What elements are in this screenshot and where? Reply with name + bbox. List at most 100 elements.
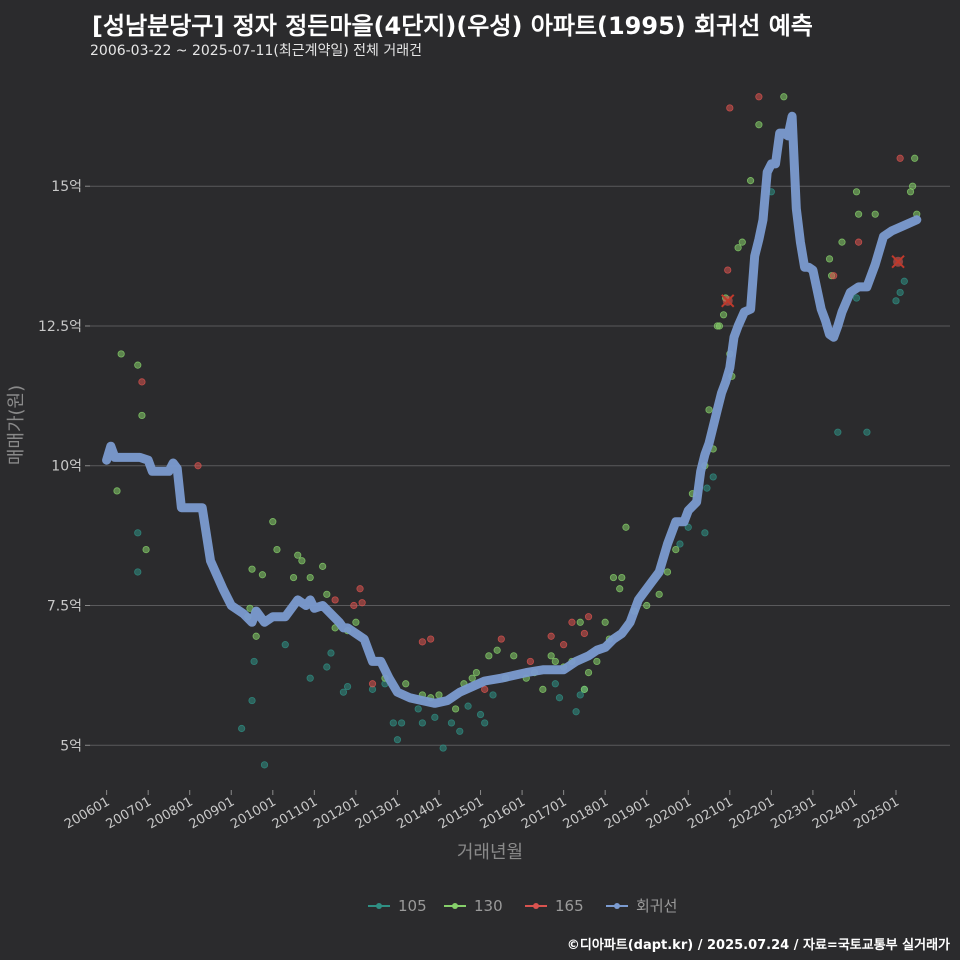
regression-line	[102, 111, 922, 708]
x-tick-label: 201101	[270, 794, 320, 832]
data-point-130	[663, 568, 672, 576]
data-point-105	[343, 682, 352, 691]
data-point-105	[323, 663, 331, 671]
data-point-130	[468, 674, 476, 682]
data-point-105	[418, 719, 426, 727]
data-point-130	[871, 210, 879, 218]
data-point-105	[852, 294, 861, 302]
legend-label: 105	[398, 897, 427, 915]
data-point-105	[684, 523, 692, 531]
prediction-marker-stroke	[721, 294, 735, 308]
data-point-130	[746, 177, 755, 185]
data-point-105	[439, 744, 447, 752]
data-point-130	[616, 585, 624, 593]
data-point-130	[584, 668, 593, 677]
data-point-130	[258, 571, 267, 579]
data-point-165	[138, 378, 146, 386]
prediction-marker-stroke	[891, 254, 905, 269]
x-tick-label: 200601	[62, 794, 112, 832]
x-axis-title: 거래년월	[457, 842, 523, 863]
x-tick-label: 201201	[311, 794, 361, 832]
data-point-130	[493, 646, 501, 654]
prediction-marker	[891, 254, 905, 269]
data-point-130	[138, 411, 146, 420]
data-point-105	[238, 724, 246, 733]
x-tick-label: 202101	[685, 794, 735, 832]
data-point-105	[134, 568, 142, 576]
x-tick-label: 201601	[478, 794, 528, 832]
data-point-105	[676, 540, 684, 548]
data-point-130	[547, 652, 555, 660]
data-point-105	[306, 674, 314, 682]
data-point-130	[485, 652, 493, 660]
x-tick-label: 201001	[228, 794, 278, 832]
data-point-165	[726, 104, 734, 112]
data-point-130	[672, 546, 680, 554]
data-point-130	[402, 680, 410, 688]
data-point-130	[306, 573, 314, 582]
data-point-130	[273, 546, 281, 554]
data-point-130	[289, 573, 298, 582]
data-point-165	[724, 266, 732, 274]
y-tick-label: 7.5억	[47, 599, 82, 615]
data-point-105	[339, 688, 348, 696]
data-point-105	[476, 710, 485, 719]
data-point-130	[117, 350, 125, 358]
data-point-130	[319, 562, 327, 570]
prediction-marker	[721, 294, 735, 308]
data-point-165	[560, 641, 568, 649]
data-point-165	[331, 596, 339, 604]
x-tick-label: 202401	[810, 794, 860, 832]
data-point-130	[294, 551, 302, 559]
data-point-130	[734, 244, 742, 252]
x-tick-label: 201901	[602, 794, 652, 832]
x-tick-label: 201301	[353, 794, 403, 832]
data-point-105	[414, 705, 422, 713]
data-point-130	[601, 618, 609, 626]
data-point-130	[593, 657, 601, 666]
data-point-130	[576, 618, 584, 626]
data-point-105	[834, 428, 842, 436]
x-tick-label: 201801	[561, 794, 611, 832]
data-point-105	[260, 761, 269, 769]
x-tick-label: 202301	[768, 794, 818, 832]
data-point-105	[431, 713, 439, 721]
legend-label: 회귀선	[636, 897, 677, 915]
data-point-165	[854, 238, 863, 246]
data-point-130	[838, 238, 846, 246]
data-point-130	[551, 657, 559, 666]
data-point-130	[618, 573, 626, 582]
data-point-105	[892, 297, 900, 305]
data-point-130	[472, 668, 480, 677]
data-point-130	[622, 523, 630, 531]
data-point-165	[481, 685, 489, 693]
data-point-130	[142, 546, 150, 554]
source-caption: ©디아파트(dapt.kr) / 2025.07.24 / 자료=국토교통부 실…	[566, 938, 950, 953]
data-point-105	[481, 719, 489, 727]
data-point-105	[572, 708, 580, 716]
data-point-105	[248, 696, 256, 705]
legend-swatch-dot	[614, 903, 620, 909]
data-point-130	[252, 632, 260, 640]
data-point-105	[393, 736, 402, 744]
data-point-130	[719, 311, 728, 319]
y-tick-label: 12.5억	[38, 319, 82, 335]
data-point-130	[352, 618, 360, 626]
data-point-130	[911, 154, 919, 162]
data-point-130	[248, 565, 256, 573]
data-point-165	[497, 635, 505, 643]
y-axis-title: 매매가(원)	[6, 385, 27, 465]
data-point-130	[452, 705, 460, 713]
data-point-105	[397, 719, 406, 727]
data-point-130	[643, 601, 651, 610]
data-point-105	[250, 657, 258, 666]
data-point-130	[323, 590, 331, 598]
data-point-105	[134, 529, 142, 537]
x-tick-label: 201701	[519, 794, 569, 832]
data-point-105	[863, 428, 871, 436]
data-point-105	[576, 691, 584, 699]
y-tick-label: 15억	[51, 179, 82, 195]
x-tick-label: 202201	[727, 794, 777, 832]
data-point-105	[281, 641, 289, 649]
